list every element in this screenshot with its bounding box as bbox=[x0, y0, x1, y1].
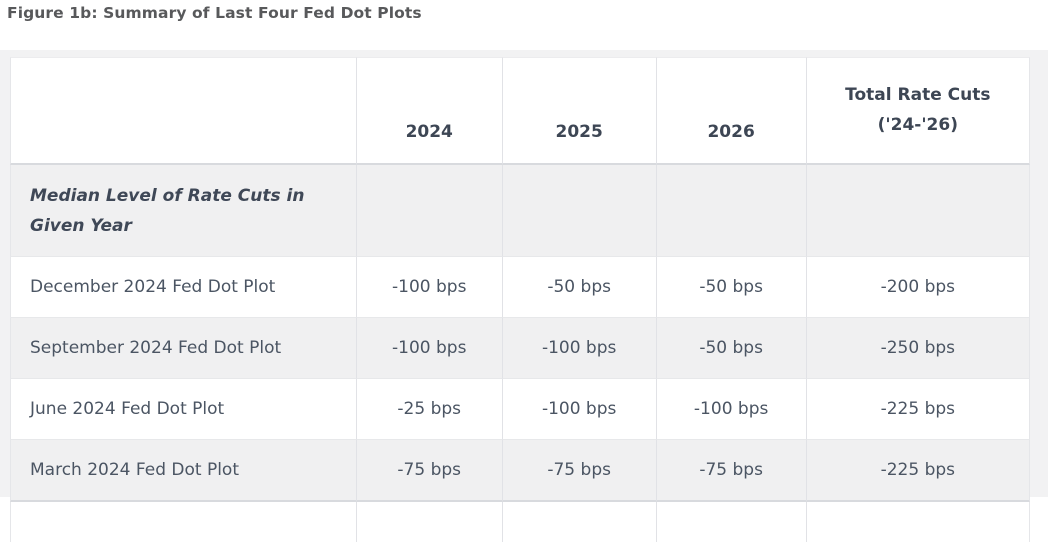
cell-2025: -50 bps bbox=[502, 257, 657, 318]
section-empty-cell bbox=[356, 165, 503, 257]
cell-total: -225 bps bbox=[806, 379, 1030, 440]
fed-dot-plot-summary-table: 2024 2025 2026 Total Rate Cuts ('24-'26)… bbox=[10, 57, 1030, 542]
row-label: March 2024 Fed Dot Plot bbox=[10, 440, 357, 502]
figure-background-panel: 2024 2025 2026 Total Rate Cuts ('24-'26)… bbox=[0, 50, 1048, 542]
partial-cell bbox=[806, 502, 1030, 542]
header-cell-2025: 2025 bbox=[502, 57, 657, 165]
cell-total: -200 bps bbox=[806, 257, 1030, 318]
table-header-row: 2024 2025 2026 Total Rate Cuts ('24-'26) bbox=[10, 57, 1030, 165]
cell-2026: -50 bps bbox=[656, 257, 807, 318]
header-cell-2026: 2026 bbox=[656, 57, 807, 165]
table-row-june-2024: June 2024 Fed Dot Plot -25 bps -100 bps … bbox=[10, 379, 1030, 440]
section-empty-cell bbox=[656, 165, 807, 257]
row-label: June 2024 Fed Dot Plot bbox=[10, 379, 357, 440]
total-header-line2: ('24-'26) bbox=[877, 114, 958, 135]
cell-2024: -100 bps bbox=[356, 257, 503, 318]
table-row-march-2024: March 2024 Fed Dot Plot -75 bps -75 bps … bbox=[10, 440, 1030, 502]
total-header-line1: Total Rate Cuts bbox=[845, 84, 991, 105]
section-empty-cell bbox=[502, 165, 657, 257]
partial-cell bbox=[656, 502, 807, 542]
header-cell-total-rate-cuts: Total Rate Cuts ('24-'26) bbox=[806, 57, 1030, 165]
partial-cell bbox=[502, 502, 657, 542]
table-row-partial-cutoff bbox=[10, 502, 1030, 542]
cell-2026: -50 bps bbox=[656, 318, 807, 379]
cell-2026: -75 bps bbox=[656, 440, 807, 502]
cell-2025: -100 bps bbox=[502, 379, 657, 440]
section-empty-cell bbox=[806, 165, 1030, 257]
header-cell-empty bbox=[10, 57, 357, 165]
section-label-text: Median Level of Rate Cuts in Given Year bbox=[30, 185, 305, 236]
cell-2024: -25 bps bbox=[356, 379, 503, 440]
row-label: September 2024 Fed Dot Plot bbox=[10, 318, 357, 379]
cell-total: -225 bps bbox=[806, 440, 1030, 502]
section-row-median-level: Median Level of Rate Cuts in Given Year bbox=[10, 165, 1030, 257]
cell-2025: -100 bps bbox=[502, 318, 657, 379]
table-row-september-2024: September 2024 Fed Dot Plot -100 bps -10… bbox=[10, 318, 1030, 379]
cell-2024: -75 bps bbox=[356, 440, 503, 502]
figure-title: Figure 1b: Summary of Last Four Fed Dot … bbox=[7, 4, 422, 22]
header-cell-2024: 2024 bbox=[356, 57, 503, 165]
row-label: December 2024 Fed Dot Plot bbox=[10, 257, 357, 318]
partial-cell bbox=[356, 502, 503, 542]
cell-2026: -100 bps bbox=[656, 379, 807, 440]
partial-cell bbox=[10, 502, 357, 542]
cell-total: -250 bps bbox=[806, 318, 1030, 379]
cell-2024: -100 bps bbox=[356, 318, 503, 379]
cell-2025: -75 bps bbox=[502, 440, 657, 502]
section-label: Median Level of Rate Cuts in Given Year bbox=[10, 165, 357, 257]
table-row-december-2024: December 2024 Fed Dot Plot -100 bps -50 … bbox=[10, 257, 1030, 318]
